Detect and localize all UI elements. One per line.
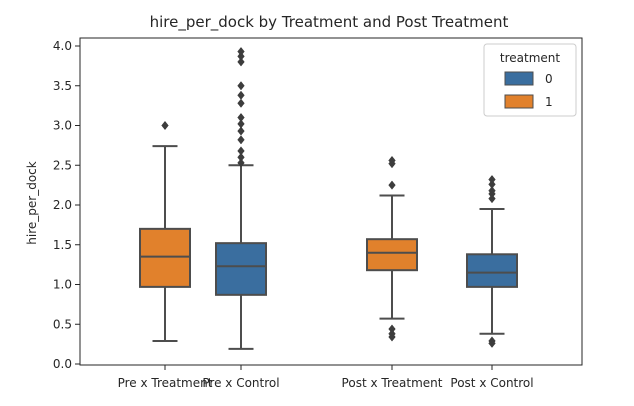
legend-swatch-1 [504,94,534,109]
outlier-point [161,120,169,131]
y-tick-label: 2.0 [53,198,72,212]
legend-label-0: 0 [545,72,553,86]
y-tick-label: 4.0 [53,39,72,53]
box-iqr [366,238,418,272]
x-tick-label: Pre x Control [202,376,279,390]
box-iqr [215,242,267,296]
plot-frame [79,37,583,366]
outlier-point [388,155,396,166]
outlier-point [237,158,245,168]
x-tick-label: Post x Treatment [342,376,443,390]
boxplots [139,46,518,350]
y-tick-label: 1.5 [53,238,72,252]
outlier-point [237,152,245,162]
legend-swatch-0 [504,71,534,86]
outlier-point [488,174,496,185]
boxplot-2 [215,46,267,350]
legend-label-1: 1 [545,95,553,109]
y-tick-label: 2.5 [53,158,72,172]
outlier-point [488,186,496,196]
x-tick-label: Pre x Treatment [118,376,213,390]
y-tick-label: 1.0 [53,278,72,292]
y-tick-label: 0.5 [53,317,72,331]
outlier-point [237,90,245,100]
chart-title: hire_per_dock by Treatment and Post Trea… [150,13,509,32]
x-tick-label: Post x Control [450,376,533,390]
outlier-point [237,135,245,145]
outlier-point [237,112,245,123]
y-axis: 0.0 0.5 1.0 1.5 2.0 2.5 3.0 3.5 4.0 [53,39,80,371]
outlier-point [237,119,245,129]
legend: treatment 0 1 [483,43,577,117]
outlier-point [237,81,245,91]
y-tick-label: 3.0 [53,119,72,133]
y-tick-label: 0.0 [53,357,72,371]
outlier-point [237,51,245,61]
boxplot-4 [466,174,518,348]
boxplot-3 [366,155,418,342]
legend-title: treatment [500,51,560,65]
outlier-point [237,57,245,67]
outlier-point [237,98,245,108]
outlier-point [488,338,496,348]
y-axis-label: hire_per_dock [25,161,39,244]
box-iqr [139,227,191,288]
box-iqr [466,253,518,288]
outlier-point [388,180,396,190]
y-tick-label: 3.5 [53,79,72,93]
outlier-point [388,332,396,342]
outlier-point [237,46,245,57]
outlier-point [488,179,496,189]
outlier-point [237,146,245,156]
outlier-point [488,194,496,204]
boxplot-1 [139,120,191,342]
outlier-point [237,126,245,136]
